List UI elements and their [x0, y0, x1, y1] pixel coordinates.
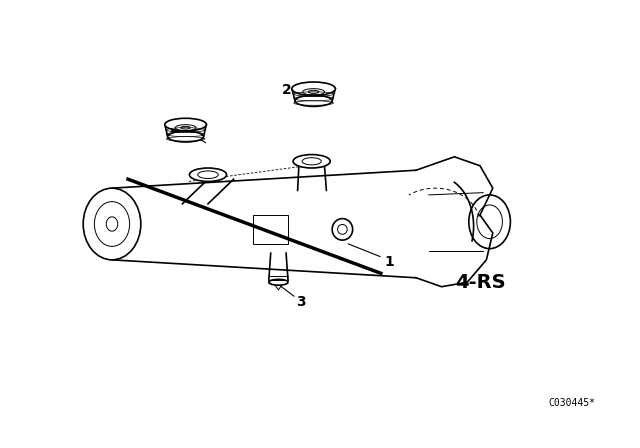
Ellipse shape — [165, 118, 206, 131]
Text: 1: 1 — [384, 255, 394, 269]
Text: 2: 2 — [282, 82, 291, 97]
Ellipse shape — [295, 95, 332, 107]
Text: 2: 2 — [170, 121, 179, 135]
Ellipse shape — [332, 219, 353, 240]
Ellipse shape — [293, 155, 330, 168]
Ellipse shape — [269, 280, 288, 285]
Ellipse shape — [189, 168, 227, 181]
Text: C030445*: C030445* — [548, 398, 595, 408]
Ellipse shape — [292, 82, 335, 95]
Ellipse shape — [168, 131, 204, 142]
Text: 3: 3 — [296, 295, 306, 310]
Text: 4-RS: 4-RS — [454, 273, 506, 292]
